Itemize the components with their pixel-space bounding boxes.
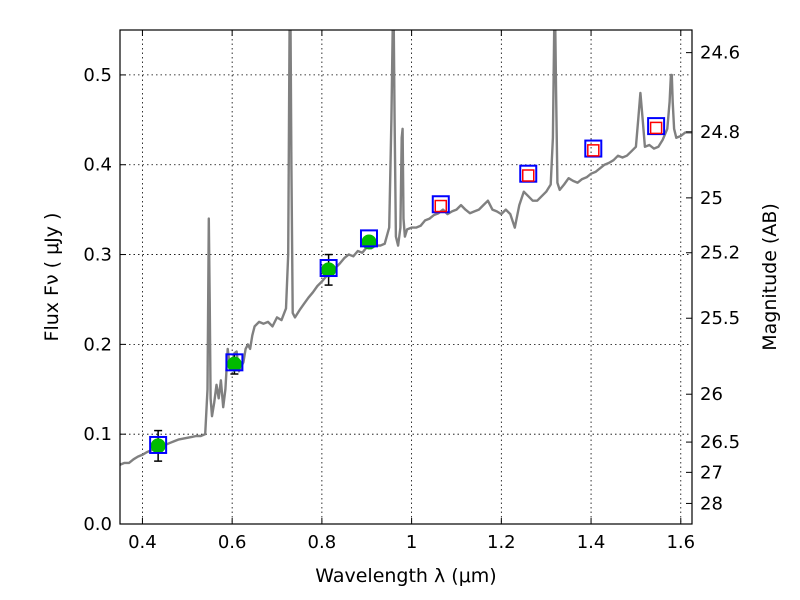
red-square xyxy=(434,199,448,213)
plot-frame xyxy=(119,29,693,525)
spectrum-layer xyxy=(120,30,692,466)
x-tick-label: 1.6 xyxy=(666,532,695,553)
x-tick-label: 0.4 xyxy=(128,532,157,553)
green-point xyxy=(321,262,337,278)
y-tick-label: 0.5 xyxy=(83,65,112,86)
blue-square xyxy=(359,229,378,248)
y-tick-label: 0.4 xyxy=(83,155,112,176)
red-square xyxy=(587,144,600,157)
y-tick-label: 0.2 xyxy=(83,334,112,355)
right-tick-label: 25.2 xyxy=(700,243,740,264)
right-tick-label: 28 xyxy=(700,493,723,514)
tick-layer: 0.4 0.6 0.8 1 1.2 1.4 1.6 0.0 0.1 0.2 0.3 0.4 0.5 24.… xyxy=(83,30,740,553)
grid-layer xyxy=(120,30,692,525)
y-axis-label: Flux Fν ( μJy ) xyxy=(41,213,63,342)
blue-square xyxy=(319,259,338,278)
spectrum-line xyxy=(120,30,692,466)
right-tick-label: 25 xyxy=(700,188,723,209)
right-tick-label: 26.5 xyxy=(700,432,740,453)
y-tick-label: 0.3 xyxy=(83,245,112,266)
right-tick-label: 24.8 xyxy=(700,122,740,143)
right-tick-label: 24.6 xyxy=(700,43,740,64)
x-axis-label: Wavelength λ (μm) xyxy=(315,565,496,587)
x-tick-label: 0.6 xyxy=(218,532,247,553)
x-tick-label: 0.8 xyxy=(308,532,337,553)
marker-layer xyxy=(149,117,666,462)
x-tick-label: 1 xyxy=(406,532,417,553)
green-point xyxy=(226,356,242,372)
y-axis-right-label: Magnitude (AB) xyxy=(759,203,781,351)
right-tick-label: 26 xyxy=(700,384,723,405)
y-tick-label: 0.0 xyxy=(83,514,112,535)
x-tick-label: 1.2 xyxy=(487,532,516,553)
x-tick-label: 1.4 xyxy=(577,532,606,553)
green-point xyxy=(150,438,166,454)
blue-square xyxy=(225,353,244,372)
right-tick-label: 25.5 xyxy=(700,308,740,329)
blue-square xyxy=(149,435,168,454)
y-tick-label: 0.1 xyxy=(83,424,112,445)
right-tick-label: 27 xyxy=(700,462,723,483)
red-square xyxy=(649,121,663,135)
red-square xyxy=(522,169,535,182)
